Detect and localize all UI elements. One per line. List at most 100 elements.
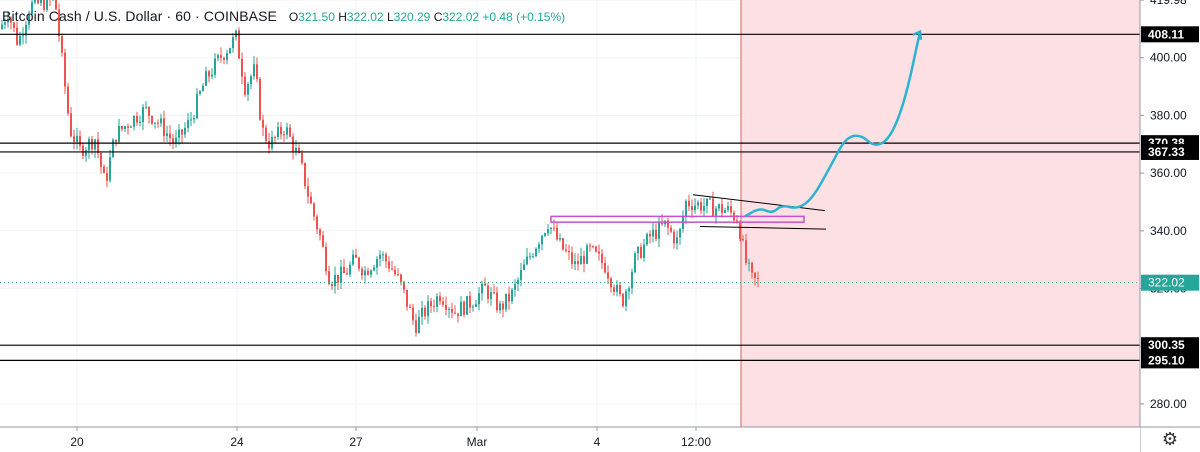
candle-body: [697, 202, 699, 206]
candle-body: [268, 140, 270, 149]
candle-body: [403, 281, 405, 290]
candle-body: [157, 122, 159, 124]
candle-body: [151, 115, 153, 124]
candle-body: [688, 200, 690, 207]
candle-body: [748, 262, 750, 264]
candle-body: [709, 198, 711, 200]
candle-body: [181, 129, 183, 135]
candle-body: [175, 137, 177, 144]
price-tick-label: 340.00: [1150, 224, 1187, 238]
candle-body: [103, 166, 105, 174]
candle-body: [277, 127, 279, 138]
candle-body: [706, 198, 708, 207]
candle-body: [223, 57, 225, 60]
candle-body: [673, 231, 675, 244]
candle-body: [349, 264, 351, 275]
candle-body: [115, 139, 117, 142]
upper-trendline[interactable]: [692, 194, 826, 212]
candle-body: [448, 309, 450, 311]
candle-body: [64, 52, 66, 87]
candle-body: [457, 313, 459, 317]
candle-body: [580, 256, 582, 265]
candle-body: [292, 136, 294, 152]
candle-body: [490, 292, 492, 299]
candle-body: [400, 274, 402, 282]
gear-icon[interactable]: ⚙: [1161, 429, 1178, 449]
candle-body: [391, 268, 393, 270]
candle-body: [379, 254, 381, 259]
candle-body: [148, 106, 150, 116]
open-label: O: [288, 10, 299, 24]
candle-body: [316, 216, 318, 230]
time-tick-label: 12:00: [681, 435, 711, 449]
level-price-label: 300.35: [1148, 338, 1185, 352]
time-tick-label: 27: [349, 435, 363, 449]
candle-body: [22, 35, 24, 37]
candle-body: [757, 277, 759, 279]
time-axis-panel: [0, 427, 1140, 452]
candle-body: [343, 267, 345, 274]
candle-body: [499, 303, 501, 311]
candle-body: [265, 127, 267, 141]
candle-body: [46, 0, 48, 10]
candle-body: [28, 14, 30, 25]
candle-body: [640, 246, 642, 258]
candle-body: [409, 306, 411, 308]
candle-body: [553, 227, 555, 229]
candle-body: [232, 37, 234, 49]
candle-body: [754, 272, 756, 278]
candle-body: [325, 246, 327, 272]
candle-body: [61, 36, 63, 53]
candle-body: [34, 0, 36, 3]
candle-body: [373, 267, 375, 271]
candle-body: [196, 93, 198, 119]
candle-body: [100, 153, 102, 167]
candle-body: [145, 106, 147, 108]
candle-body: [421, 307, 423, 317]
candle-body: [79, 135, 81, 146]
candle-body: [169, 133, 171, 139]
projection-path[interactable]: [744, 31, 922, 218]
candle-body: [55, 0, 57, 10]
candle-body: [676, 237, 678, 244]
candle-body: [475, 304, 477, 307]
candle-body: [454, 312, 456, 314]
candle-body: [136, 115, 138, 123]
candle-body: [295, 147, 297, 152]
candle-body: [511, 289, 513, 302]
level-price-tag: [1141, 352, 1199, 369]
annotations[interactable]: [550, 29, 923, 230]
candle-body: [493, 292, 495, 294]
lower-trendline[interactable]: [699, 225, 827, 230]
candle-body: [514, 284, 516, 290]
candle-body: [661, 222, 663, 225]
candle-body: [352, 254, 354, 265]
candle-body: [259, 78, 261, 120]
candle-body: [751, 262, 753, 273]
candle-body: [229, 48, 231, 54]
range-box[interactable]: [550, 215, 805, 223]
candle-body: [550, 227, 552, 230]
candle-body: [289, 127, 291, 137]
candle-body: [214, 58, 216, 75]
candle-body: [97, 139, 99, 154]
candle-body: [694, 205, 696, 211]
candle-body: [496, 292, 498, 311]
candle-body: [544, 233, 546, 236]
candle-body: [190, 119, 192, 121]
candle-body: [556, 227, 558, 240]
candle-body: [31, 2, 33, 15]
candle-body: [712, 198, 714, 216]
candle-body: [469, 296, 471, 308]
candle-body: [220, 55, 222, 58]
candle-body: [598, 251, 600, 254]
candle-body: [610, 278, 612, 288]
candle-body: [319, 229, 321, 236]
symbol-title: Bitcoin Cash / U.S. Dollar · 60 · COINBA…: [2, 8, 277, 24]
horizontal-levels[interactable]: [0, 33, 1140, 361]
candle-body: [130, 126, 132, 128]
candle-body: [646, 233, 648, 245]
candle-body: [178, 129, 180, 138]
candle-body: [193, 118, 195, 120]
